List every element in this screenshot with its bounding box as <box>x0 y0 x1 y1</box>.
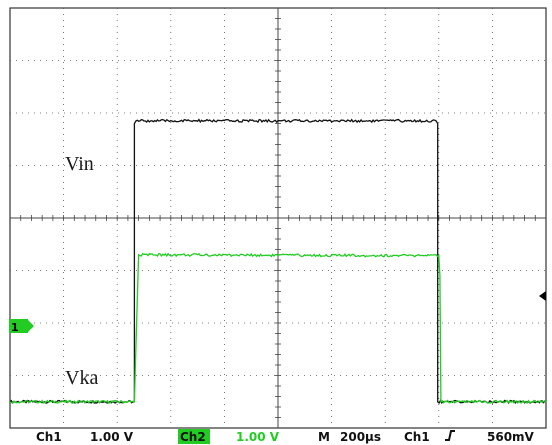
trigger-level-arrow <box>539 291 546 301</box>
trigger-level: 560mV <box>487 430 535 444</box>
ch1-scale: 1.00 V <box>90 430 134 444</box>
time-label: M <box>318 430 330 444</box>
time-scale: 200µs <box>340 430 381 444</box>
status-bar: Ch1 1.00 V Ch2 1.00 V M 200µs Ch1 560mV <box>36 429 535 444</box>
trigger-source: Ch1 <box>404 430 430 444</box>
graticule <box>9 7 547 429</box>
ground-marker: 1 <box>9 319 34 334</box>
svg-text:1: 1 <box>11 321 19 334</box>
ch1-label: Ch1 <box>36 430 62 444</box>
traces <box>9 118 547 405</box>
vka-annotation: Vka <box>65 367 98 389</box>
ch2-label: Ch2 <box>180 430 206 444</box>
vin-annotation: Vin <box>65 153 94 175</box>
trace-ch2 <box>9 252 547 405</box>
trigger-slope-icon <box>445 430 455 441</box>
ch2-scale: 1.00 V <box>236 430 280 444</box>
